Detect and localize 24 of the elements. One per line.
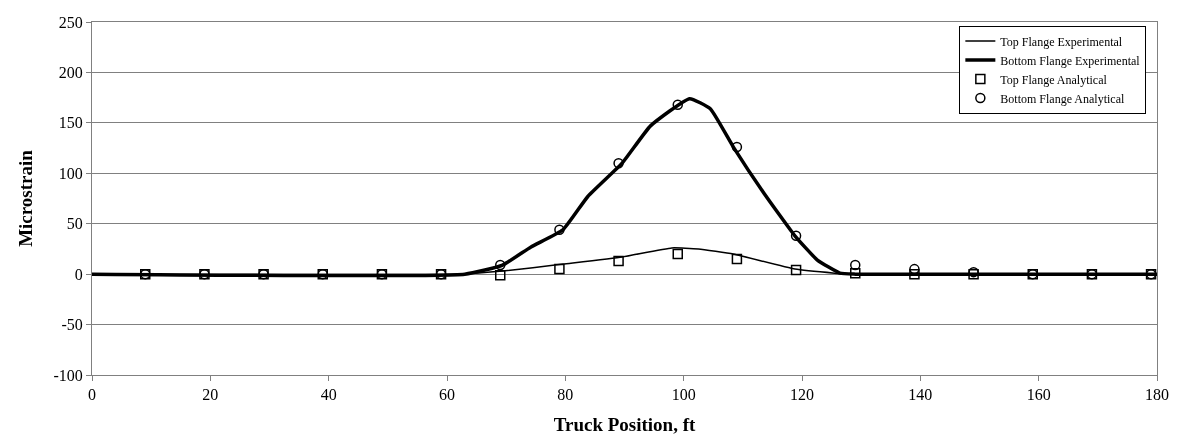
- x-tick-label: 60: [439, 386, 455, 404]
- y-tick-label: 250: [58, 13, 83, 31]
- legend-label: Top Flange Experimental: [1000, 34, 1123, 49]
- y-tick-label: 50: [66, 215, 83, 233]
- x-tick-label: 140: [908, 386, 933, 404]
- y-tick-label: 200: [58, 64, 83, 82]
- x-tick-label: 180: [1145, 386, 1169, 404]
- x-tick-label: 20: [202, 386, 219, 404]
- y-tick-label: -100: [53, 366, 83, 384]
- legend-label: Bottom Flange Experimental: [1000, 53, 1141, 68]
- legend-label: Bottom Flange Analytical: [1000, 91, 1125, 106]
- x-tick-label: 80: [557, 386, 574, 404]
- x-axis-title: Truck Position, ft: [553, 414, 696, 435]
- y-tick-label: 100: [58, 164, 83, 182]
- x-tick-label: 0: [88, 386, 96, 404]
- x-tick-label: 120: [790, 386, 814, 404]
- legend-label: Top Flange Analytical: [1000, 72, 1108, 87]
- y-tick-label: 150: [58, 114, 83, 132]
- y-tick-label: -50: [61, 316, 83, 334]
- y-axis-title: Microstrain: [15, 149, 37, 247]
- x-tick-label: 40: [320, 386, 337, 404]
- x-tick-label: 160: [1026, 386, 1051, 404]
- x-tick-label: 100: [671, 386, 696, 404]
- y-tick-label: 0: [74, 265, 83, 283]
